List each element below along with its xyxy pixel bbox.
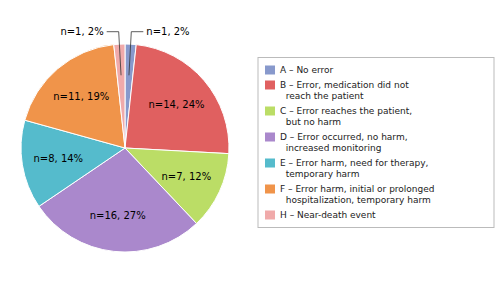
wedges	[21, 44, 229, 252]
legend-line: reach the patient	[280, 91, 364, 101]
legend-swatch	[265, 159, 275, 168]
legend-frame	[258, 58, 494, 228]
data-labels: n=1, 2% n=14, 24% n=7, 12% n=16, 27% n=8, 14…	[33, 26, 211, 221]
data-label: n=16, 27%	[90, 210, 146, 221]
legend-label: F – Error harm, initial or prolonged hos…	[280, 184, 435, 205]
legend-line: F – Error harm, initial or prolonged	[280, 184, 435, 194]
data-label: n=11, 19%	[53, 91, 109, 102]
wedge	[125, 45, 229, 154]
data-label: n=7, 12%	[162, 171, 212, 182]
legend-line: B – Error, medication did not	[280, 80, 409, 90]
legend-swatch	[265, 107, 275, 116]
legend-label: C – Error reaches the patient, but no ha…	[280, 106, 412, 127]
legend-label: B – Error, medication did not reach the …	[280, 80, 409, 101]
legend-line: H – Near-death event	[280, 210, 376, 220]
chart: n=1, 2% n=14, 24% n=7, 12% n=16, 27% n=8, 14…	[0, 0, 500, 285]
wedge	[114, 44, 125, 148]
legend: A – No error B – Error, medication did no…	[258, 58, 494, 228]
legend-swatch	[265, 81, 275, 90]
legend-label: A – No error	[280, 65, 334, 75]
legend-line: C – Error reaches the patient,	[280, 106, 412, 116]
legend-swatch	[265, 185, 275, 194]
legend-label: H – Near-death event	[280, 210, 376, 220]
legend-swatch	[265, 211, 275, 220]
legend-line: E – Error harm, need for therapy,	[280, 158, 428, 168]
legend-label: E – Error harm, need for therapy, tempor…	[280, 158, 428, 179]
data-label: n=1, 2%	[146, 26, 189, 37]
data-label: n=14, 24%	[149, 99, 205, 110]
legend-swatch	[265, 133, 275, 142]
legend-line: D – Error occurred, no harm,	[280, 132, 408, 142]
legend-line: temporary harm	[280, 169, 359, 179]
legend-line: A – No error	[280, 65, 334, 75]
label-leader	[107, 32, 121, 76]
label-leader	[129, 32, 143, 76]
legend-swatch	[265, 66, 275, 75]
legend-line: but no harm	[280, 117, 341, 127]
data-label: n=1, 2%	[60, 26, 103, 37]
legend-line: hospitalization, temporary harm	[280, 195, 431, 205]
data-label: n=8, 14%	[33, 153, 83, 164]
wedge	[25, 45, 125, 148]
legend-label: D – Error occurred, no harm, increased m…	[280, 132, 408, 153]
legend-line: increased monitoring	[280, 143, 381, 153]
